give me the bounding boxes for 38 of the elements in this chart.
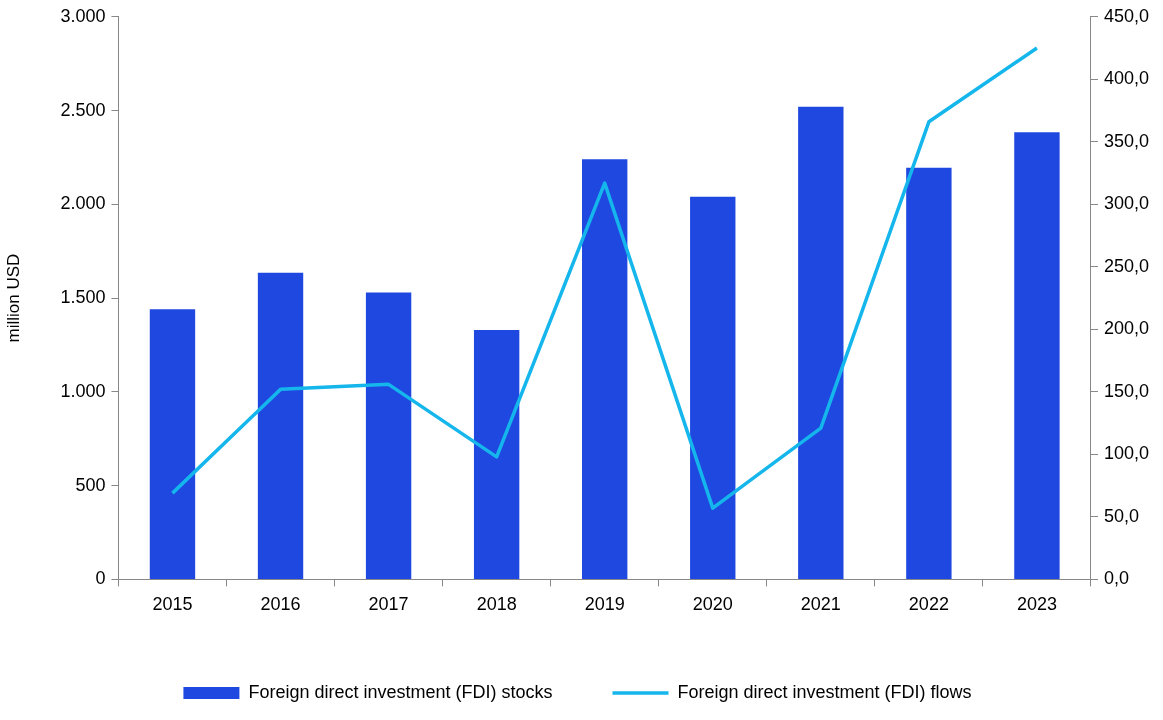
y-tick-label: 1.500 — [60, 287, 106, 308]
y-tick-label: 1.000 — [60, 380, 106, 401]
x-tick-label: 2015 — [152, 594, 193, 615]
y-tick-label: 500 — [75, 474, 106, 495]
y2-tick-label: 200,0 — [1103, 318, 1149, 339]
bar — [1014, 132, 1060, 579]
y2-tick-label: 100,0 — [1103, 443, 1149, 464]
bar — [582, 159, 628, 579]
legend-label: Foreign direct investment (FDI) stocks — [248, 681, 553, 702]
bar — [149, 309, 196, 579]
y2-tick-label: 250,0 — [1103, 255, 1149, 276]
y2-tick-label: 300,0 — [1103, 193, 1149, 214]
y2-tick-label: 450,0 — [1103, 5, 1149, 26]
x-tick-label: 2018 — [476, 594, 517, 615]
x-tick-label: 2023 — [1016, 594, 1057, 615]
x-tick-label: 2016 — [260, 594, 301, 615]
y-axis-title: million USD — [3, 253, 23, 343]
bar — [473, 329, 520, 579]
x-tick-label: 2022 — [908, 594, 949, 615]
y2-tick-label: 0,0 — [1103, 568, 1129, 589]
x-tick-label: 2021 — [800, 594, 841, 615]
y-tick-label: 3.000 — [60, 5, 106, 26]
bar — [906, 167, 952, 579]
y-tick-label: 0 — [95, 568, 106, 589]
legend-label: Foreign direct investment (FDI) flows — [677, 681, 972, 702]
bar — [798, 106, 844, 579]
y2-tick-label: 350,0 — [1103, 130, 1149, 151]
y-tick-label: 2.500 — [60, 99, 106, 120]
x-tick-label: 2017 — [368, 594, 409, 615]
x-tick-label: 2019 — [584, 594, 625, 615]
y2-tick-label: 150,0 — [1103, 380, 1149, 401]
y2-tick-label: 50,0 — [1103, 505, 1139, 526]
y2-tick-label: 400,0 — [1103, 68, 1149, 89]
x-tick-label: 2020 — [692, 594, 733, 615]
y-tick-label: 2.000 — [60, 193, 106, 214]
bar — [257, 272, 304, 579]
bar — [365, 292, 412, 579]
bar — [690, 196, 736, 579]
